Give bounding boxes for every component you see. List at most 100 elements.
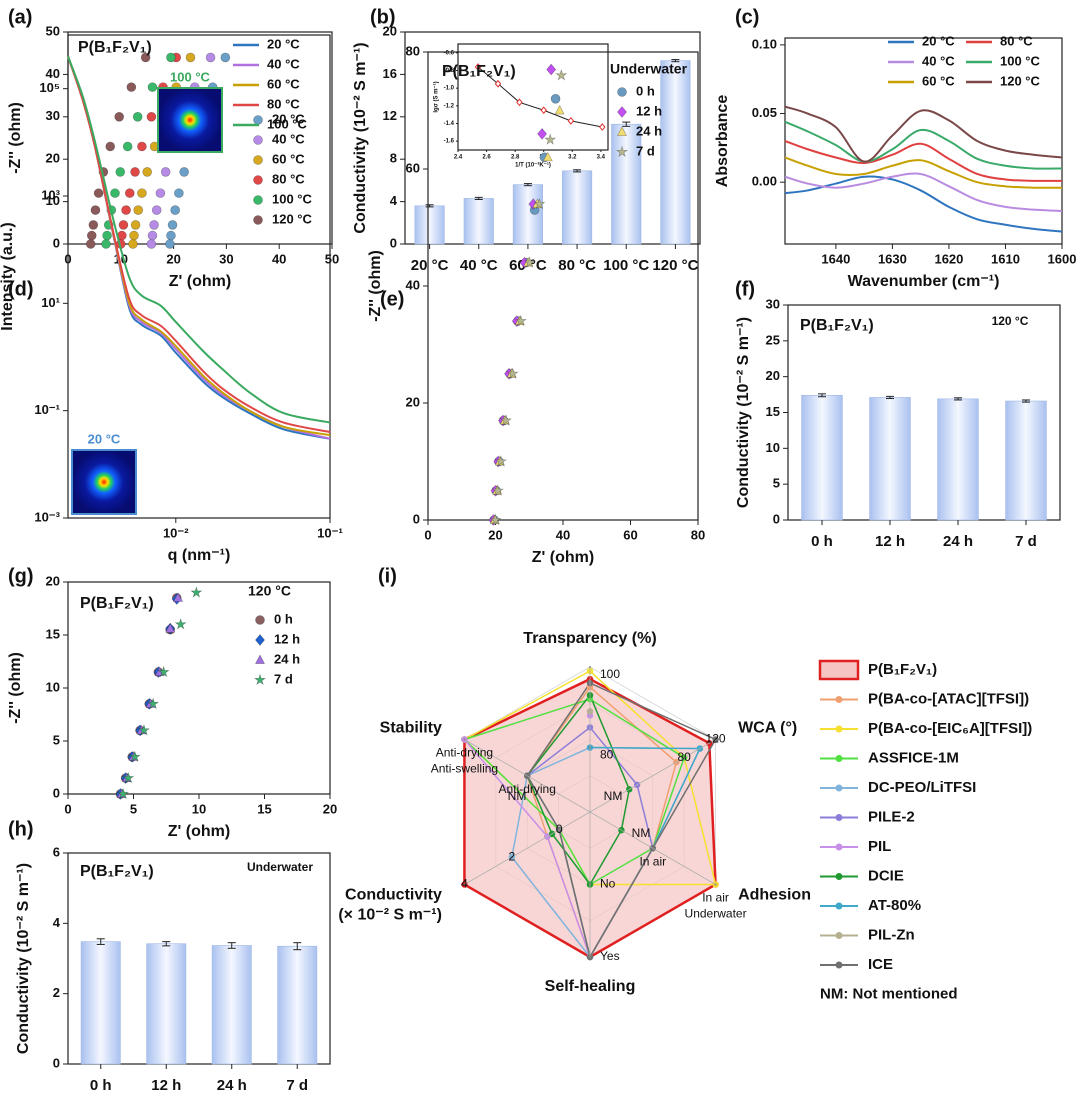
legend-label: PIL <box>868 838 891 855</box>
marker <box>494 455 507 467</box>
y-tick-label: 20 <box>46 151 60 166</box>
error-bar <box>227 942 236 949</box>
marker <box>115 167 126 177</box>
legend-label: 12 h <box>274 631 300 646</box>
marker <box>489 513 502 526</box>
legend-marker <box>835 932 843 939</box>
x-tick-label: 0 h <box>90 1077 112 1094</box>
y-tick-label: 10 <box>766 440 780 455</box>
marker <box>121 205 131 215</box>
x-tick-label: 0 <box>424 527 431 542</box>
y-tick-label: 40 <box>46 66 60 81</box>
legend-label: 80 °C <box>1000 33 1033 48</box>
legend-label: P(BA-co-[ATAC][TFSI]) <box>868 690 1029 707</box>
marker <box>114 112 125 122</box>
error-bar <box>886 395 894 400</box>
marker <box>190 586 203 598</box>
x-tick-label: 7 d <box>1015 533 1037 550</box>
radar-tick-label: In air <box>702 891 729 905</box>
marker <box>567 116 575 125</box>
legend-marker <box>253 175 263 185</box>
marker <box>146 112 157 122</box>
legend-marker <box>835 902 843 910</box>
y-tick-label: 10 <box>46 193 60 208</box>
marker <box>220 52 231 63</box>
panel-label: (a) <box>8 6 32 28</box>
y-axis-label: Conductivity (10⁻² S m⁻¹) <box>352 42 369 233</box>
x-axis-label: Wavenumber (cm⁻¹) <box>848 273 1000 290</box>
y-tick-label: 0 <box>773 511 780 526</box>
error-bar <box>818 393 826 398</box>
legend-label: 20 °C <box>267 36 300 51</box>
radar-axis-label: WCA (°) <box>738 720 797 737</box>
legend-marker <box>253 673 267 686</box>
marker <box>122 141 133 152</box>
marker <box>155 188 166 198</box>
x-tick-label: 24 h <box>943 533 973 550</box>
radar-tick-label: 4 <box>461 877 468 891</box>
radar-tick <box>683 756 686 759</box>
marker <box>146 239 157 249</box>
x-tick-label: 40 <box>556 527 570 542</box>
legend-label: 24 h <box>274 651 300 666</box>
radar-axis-label: Conductivity <box>345 887 442 904</box>
legend-title: 120 °C <box>248 583 291 599</box>
series-line <box>784 156 1063 189</box>
inset-label: 100 °C <box>170 69 211 84</box>
marker <box>140 52 151 63</box>
marker <box>130 167 140 177</box>
legend-label: 12 h <box>636 103 662 118</box>
y-tick-label: 30 <box>46 108 60 123</box>
x-tick-label: 100 °C <box>603 257 649 274</box>
error-bar <box>523 183 532 187</box>
marker <box>474 63 482 71</box>
x-tick-label: 10⁻¹ <box>317 525 343 540</box>
marker <box>170 205 180 215</box>
panel-label: (f) <box>735 278 755 300</box>
bar <box>562 170 593 245</box>
bar <box>1005 400 1047 521</box>
marker <box>130 220 141 230</box>
y-tick-label: 20 <box>46 573 60 588</box>
bar <box>146 943 187 1065</box>
y-tick-label: 15 <box>46 626 60 641</box>
radar-tick-label: Anti-drying <box>436 746 493 760</box>
x-tick-label: 60 <box>623 527 637 542</box>
radar-tick-label: 80 <box>600 748 614 762</box>
y-tick-label: 10¹ <box>41 295 60 310</box>
bar <box>463 198 494 245</box>
legend-label: 80 °C <box>272 171 305 186</box>
y-axis-label: Conductivity (10⁻² S m⁻¹) <box>735 317 752 508</box>
x-tick-label: 50 <box>325 251 339 266</box>
legend-marker <box>253 155 263 165</box>
radar-tick-label: Anti-swelling <box>431 762 498 776</box>
marker <box>128 239 138 249</box>
x-axis-label: Z' (ohm) <box>169 273 231 290</box>
legend-label: 120 °C <box>272 211 313 226</box>
x-tick-label: 20 <box>166 251 180 266</box>
marker <box>137 141 147 152</box>
marker <box>133 205 144 215</box>
marker <box>147 82 158 92</box>
radar-tick-label: Yes <box>600 949 620 963</box>
marker <box>165 623 176 633</box>
nm-label: NM <box>632 826 651 840</box>
marker <box>142 167 152 177</box>
x-tick-label: 12 h <box>151 1077 181 1094</box>
y-tick-label: 10⁻¹ <box>34 402 60 417</box>
marker <box>599 123 606 131</box>
y-axis-label: -Z'' (ohm) <box>7 652 24 724</box>
legend-label: 80 °C <box>267 96 300 111</box>
y-tick-label: 0 <box>413 511 420 526</box>
marker <box>86 230 97 241</box>
x-tick-label: 20 °C <box>411 257 449 274</box>
series-line <box>784 105 1063 163</box>
x-axis-label: 1/T (10⁻³K⁻¹) <box>515 162 551 169</box>
legend-marker <box>615 145 629 158</box>
y-tick-label: 8 <box>390 151 397 166</box>
legend-marker <box>255 634 265 646</box>
legend-label: PILE-2 <box>868 808 915 825</box>
x-tick-label: 40 °C <box>460 257 498 274</box>
y-axis-label: Absorbance <box>714 95 731 188</box>
